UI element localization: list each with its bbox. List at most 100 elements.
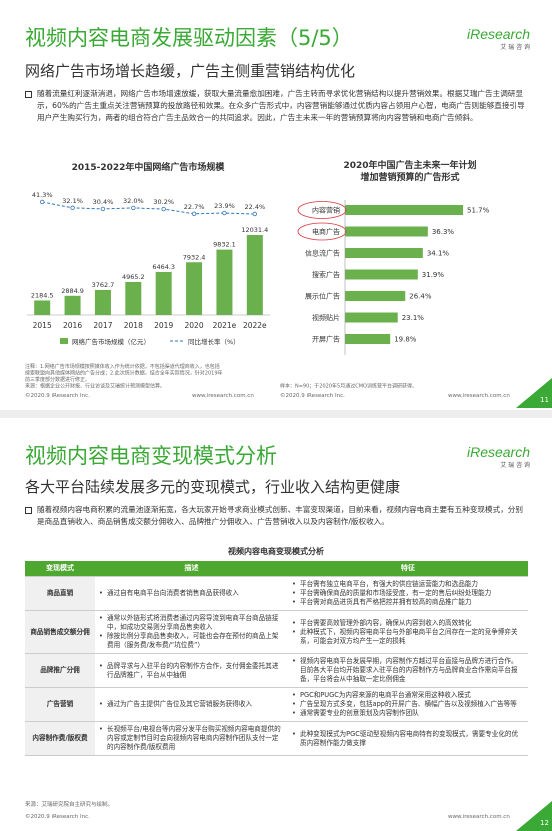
growth-point: [70, 205, 75, 211]
bar: [34, 300, 51, 315]
copyright: ©2020.9 iResearch Inc.: [280, 393, 345, 399]
source: 来源：艾瑞研究院自主研究与绘制。: [25, 802, 114, 808]
url: www.iresearch.com.cn: [448, 393, 510, 399]
feature-item: 通常需要专业的创意策划及内容制作团队: [292, 709, 524, 718]
growth-label: 30.2%: [153, 198, 174, 206]
bar: [246, 235, 263, 315]
bullet-text: 随着视频内容电商积累的流量池逐渐拓宽，各大玩家开始寻求商业模式创新、丰富变现渠道…: [25, 504, 530, 528]
growth-label: 23.9%: [214, 202, 235, 210]
chart-title: 2020年中国广告主未来一年计划: [343, 159, 476, 171]
feature-item: 平台需要高效管理外部内容，确保从内容到收入的高效转化: [292, 619, 524, 628]
table-row: 商品销售成交额分佣通常以外链形式将消费者通过内容导流到电商平台商品链接中，如成功…: [25, 610, 528, 654]
bar: [345, 291, 406, 301]
bar: [345, 334, 391, 344]
feature-item: 平台需确保商品的质量和市场接受度，有一定的售后纠纷处理能力: [292, 589, 524, 598]
logo-brand: iResearch: [466, 26, 530, 42]
legend-label: 网络广告市场规模（亿元）: [72, 337, 150, 346]
feature-cell: 平台需有独立电商平台，有强大的供应链运营能力和选品能力平台需确保商品的质量和市场…: [288, 576, 528, 611]
table: 变现模式描述特征商品直销通过自有电商平台向消费者销售商品获得收入平台需有独立电商…: [25, 561, 528, 756]
feature-item: 广告呈现方式多变，包括app的开屏广告、横幅广告以及视频植入广告等等: [292, 700, 524, 709]
logo: iResearch 艾 瑞 咨 询: [467, 26, 530, 51]
slide-subtitle: 各大平台陆续发展多元的变现模式，行业收入结构更健康: [25, 478, 401, 496]
growth-label: 32.0%: [123, 197, 144, 205]
desc-item: 通常以外链形式将消费者通过内容导流到电商平台商品链接中，如成功交易则分享商品售卖…: [99, 614, 284, 632]
header-row: 变现模式 描述 特征: [25, 561, 528, 577]
x-tick-label: 2021e: [213, 321, 237, 330]
category-label: 搜索广告: [312, 270, 340, 279]
desc-item: 除按比例分享商品售卖收入，可能也会存在预付的商品上架费用（服务费/发布费/“坑位…: [99, 632, 284, 650]
bar: [345, 248, 423, 258]
feature-item: PGC和PUGC为内容来源的电商平台通常采用这种收入模式: [292, 691, 524, 700]
bar-label: 4965.2: [122, 273, 145, 281]
value-label: 36.3%: [432, 228, 455, 236]
bar: [125, 281, 142, 315]
chart-title: 增加营销预算的广告形式: [360, 171, 459, 183]
growth-label: 30.4%: [93, 198, 114, 206]
url: www.iresearch.com.cn: [448, 814, 510, 820]
bar-label: 2184.5: [31, 291, 54, 299]
value-label: 19.8%: [394, 336, 417, 344]
note: 前三季度部分数据进行修正。: [25, 376, 90, 383]
category-label: 展示位广告: [305, 292, 340, 301]
x-tick-label: 2018: [124, 321, 143, 330]
bar: [216, 249, 233, 315]
desc-item: 通过自有电商平台向消费者销售商品获得收入: [99, 589, 284, 598]
growth-label: 32.1%: [62, 197, 83, 205]
bar: [64, 295, 81, 315]
value-label: 26.4%: [409, 293, 432, 301]
header-cell: 特征: [288, 561, 528, 577]
slide-title: 视频内容电商发展驱动因素（5/5）: [25, 26, 353, 50]
growth-point: [222, 210, 227, 216]
separator: [0, 410, 552, 418]
category-label: 电商广告: [312, 227, 340, 236]
x-tick-label: 2019: [154, 321, 173, 330]
highlight-circle: [297, 222, 347, 241]
desc-cell: 通过为广告主提供广告位及其它营销服务获得收入: [95, 687, 288, 722]
slide-subtitle: 网络广告市场增长趋缓，广告主侧重营销结构优化: [25, 62, 356, 80]
table-title: 视频内容电商变现模式分析: [228, 547, 324, 556]
growth-point: [100, 206, 106, 212]
desc-cell: 品牌寻求与入驻平台的内容制作方合作，支付佣金委托其进行品牌推广，平台从中抽佣: [95, 653, 288, 688]
bar-label: 7932.4: [183, 253, 206, 261]
growth-point: [252, 211, 258, 217]
feature-cell: 此种变现模式为PGC驱动型视频内容电商特有的变现模式，需要专业化的优质内容制作能…: [288, 721, 528, 756]
mode-cell: 品牌推广分佣: [25, 653, 95, 688]
category-label: 信息流广告: [305, 249, 340, 258]
feature-item: 平台需对商品进货具有严格把控并拥有较高的商品推广能力: [292, 598, 524, 607]
feature-item: 此种模式下，视频内容电商平台与外部电商平台之间存在一定的竞争博弈关系，可能会对双…: [292, 628, 524, 646]
bar: [345, 226, 428, 237]
url: www.iresearch.com.cn: [192, 393, 254, 399]
bar: [345, 312, 398, 323]
charts: 2015-2022年中国网络广告市场规模 2184.5 2015 2884.9 2016…: [25, 159, 490, 390]
logo-cn: 艾 瑞 咨 询: [500, 462, 530, 469]
chart-title: 2015-2022年中国网络广告市场规模: [72, 161, 226, 173]
page-number: 12: [540, 819, 549, 827]
bar: [345, 269, 418, 280]
growth-label: 41.3%: [32, 191, 53, 199]
bullet: 随着流量红利逐渐消退，网络广告市场增速放缓，获取大量流量愈加困难，广告主转而寻求…: [37, 89, 525, 122]
page-number: 11: [540, 396, 549, 404]
copyright: ©2020.9 iResearch Inc.: [25, 393, 90, 399]
growth-label: 22.7%: [184, 203, 205, 211]
feature-item: 此种变现模式为PGC驱动型视频内容电商特有的变现模式，需要专业化的优质内容制作能…: [292, 730, 524, 748]
table-row: 品牌推广分佣品牌寻求与入驻平台的内容制作方合作，支付佣金委托其进行品牌推广，平台…: [25, 653, 528, 688]
feature-cell: 视频内容电商平台发展早期，内容制作方越过平台直接与品牌方进行合作。目前各大平台均…: [288, 653, 528, 688]
table-row: 商品直销通过自有电商平台向消费者销售商品获得收入平台需有独立电商平台，有强大的供…: [25, 576, 528, 611]
mode-cell: 广告营销: [25, 687, 95, 722]
bar: [345, 205, 463, 215]
growth-line: [42, 201, 255, 215]
page-tab: 11: [516, 378, 552, 408]
x-tick-label: 2017: [93, 321, 112, 330]
x-tick-label: 2020: [185, 321, 204, 330]
value-label: 31.9%: [422, 271, 445, 279]
desc-item: 通过为广告主提供广告位及其它营销服务获得收入: [99, 700, 284, 709]
growth-point: [39, 199, 45, 205]
bar-label: 3762.7: [92, 281, 115, 289]
note: 搜索联盟向其他媒体网站的广告分成；2.此次统计数据，结合全年实际情况，针对201…: [25, 370, 223, 377]
x-tick-label: 2015: [33, 321, 52, 330]
bar-label: 9832.1: [213, 241, 236, 249]
bar-label: 12031.4: [241, 226, 268, 234]
logo: iResearch 艾 瑞 咨 询: [467, 444, 530, 469]
growth-point: [131, 205, 136, 211]
